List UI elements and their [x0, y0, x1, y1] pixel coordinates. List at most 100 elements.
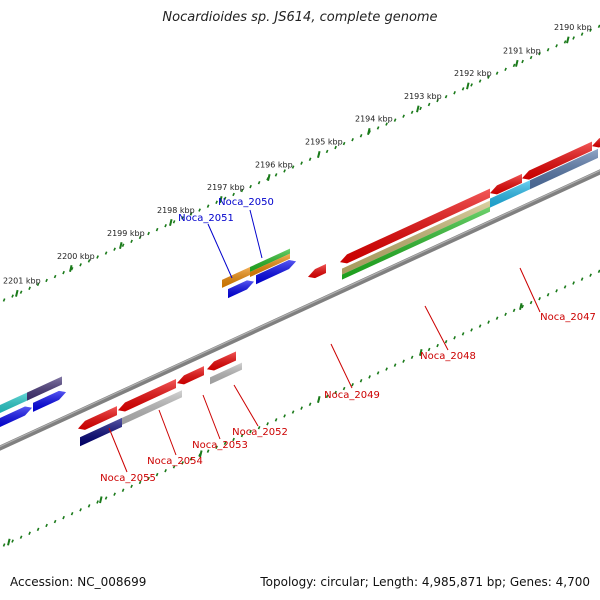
ruler-dot [79, 263, 82, 267]
leader-noca-2049 [330, 343, 353, 389]
tick-label: 2200 kbp [57, 252, 95, 261]
gene-labels: Noca_2047 Noca_2048 Noca_2049 Noca_2050 Noca… [100, 197, 596, 484]
ruler-dot [470, 328, 473, 332]
ruler-dot [580, 277, 584, 281]
ruler-major-tick [566, 36, 570, 44]
ruler-dot [495, 71, 499, 75]
ruler-dot [113, 492, 116, 496]
ruler-dot [172, 220, 176, 224]
ruler-dot [11, 539, 14, 543]
ruler-dot [393, 363, 397, 367]
ruler-dot [172, 465, 176, 469]
ruler-major-tick [317, 150, 321, 158]
tick-label: 2198 kbp [157, 206, 195, 215]
ruler-dot [53, 274, 57, 279]
ruler-major-tick [317, 395, 321, 403]
ruler-dot [410, 110, 414, 115]
tick-label: 2194 kbp [355, 115, 393, 124]
label-leaders [108, 209, 541, 473]
ruler-dot [257, 425, 261, 430]
gene-feature-blue-left-shade [0, 406, 32, 427]
ruler-dot [402, 114, 405, 118]
gene-feature-noca-2052-shade [207, 351, 236, 371]
ruler-dot [87, 259, 91, 263]
gene-label-noca-2047: Noca_2047 [540, 312, 596, 323]
ruler-dot [478, 324, 482, 328]
ruler-dot [487, 75, 490, 79]
gene-label-noca-2050: Noca_2050 [218, 197, 274, 208]
ruler-dot [334, 390, 337, 395]
ruler-dot [563, 285, 567, 289]
tick-label: 2196 kbp [255, 161, 293, 170]
ruler-dot [121, 243, 125, 247]
ruler-dot [393, 118, 397, 122]
gene-feature-noca-2050-orange-shade [250, 253, 290, 277]
gene-feature-noca-2049-shade [308, 264, 326, 279]
ruler-dot [223, 441, 227, 446]
ruler-dot [266, 422, 269, 426]
gene-label-noca-2052: Noca_2052 [232, 427, 288, 438]
ruler-dot [478, 79, 482, 83]
ruler-dot [62, 515, 65, 520]
ruler-dot [385, 122, 388, 126]
gene-feature-noca-2048-shade [340, 188, 490, 264]
ruler-dot [529, 300, 533, 305]
ruler-dot [291, 410, 295, 414]
ruler-dot [87, 504, 91, 508]
leader-noca-2053 [202, 394, 221, 440]
gene-feature-green-shade [342, 206, 490, 280]
ruler-dot [385, 367, 388, 371]
ruler-major-tick [99, 496, 103, 504]
ruler-dot [402, 359, 405, 363]
ruler-major-tick [419, 349, 423, 357]
gene-features [0, 138, 600, 447]
ruler-dot [325, 149, 329, 154]
ruler-dot [546, 48, 550, 52]
ruler-dot [376, 371, 380, 375]
tick-label: 2190 kbp [554, 23, 592, 32]
ruler-dot [359, 379, 363, 383]
ruler-dot [19, 290, 23, 294]
ruler-dot [53, 519, 57, 524]
ruler-dot [410, 355, 414, 360]
ruler-dot [2, 543, 6, 547]
ruler-dot [164, 223, 167, 228]
gene-feature-noca-2051-shade [228, 280, 254, 299]
ruler-dot [521, 304, 524, 309]
ruler-dot [334, 145, 337, 150]
ruler-dot [223, 196, 227, 201]
leader-noca-2055 [108, 427, 128, 473]
gene-feature-noca-2055-shade [78, 406, 117, 430]
ruler-dot [240, 433, 244, 438]
ruler-dot [546, 293, 550, 297]
ruler-dot [45, 278, 48, 283]
gene-label-noca-2049: Noca_2049 [324, 390, 380, 401]
leader-noca-2052 [233, 384, 259, 427]
backbone-highlight [0, 169, 600, 448]
ruler-dot [376, 126, 380, 130]
ruler-dot [274, 173, 278, 177]
ruler-dot [130, 484, 133, 489]
ruler-dot [2, 298, 6, 302]
ruler-dot [555, 44, 558, 48]
map-title: Nocardioides sp. JS614, complete genome [162, 10, 438, 25]
ruler-dot [28, 531, 31, 535]
ruler-dot [138, 480, 142, 485]
ruler-dot [19, 535, 23, 539]
ruler-major-tick [169, 219, 173, 227]
tick-label: 2193 kbp [404, 92, 442, 101]
ruler-dot [155, 227, 159, 232]
ruler-major-tick [267, 173, 271, 181]
gene-label-noca-2048: Noca_2048 [420, 351, 476, 362]
ruler-dot [580, 32, 584, 36]
gene-feature-noca-2047a-shade [490, 173, 522, 195]
ruler-dot [444, 339, 448, 344]
gene-feature-blue-left2-shade [33, 390, 66, 412]
ruler-dot [138, 235, 142, 240]
ruler-dot [436, 343, 439, 348]
ruler-dot [436, 98, 439, 103]
tick-label: 2199 kbp [107, 229, 145, 238]
ruler-dot [130, 239, 133, 244]
leader-noca-2048 [424, 305, 449, 351]
ruler-dot [283, 169, 286, 173]
